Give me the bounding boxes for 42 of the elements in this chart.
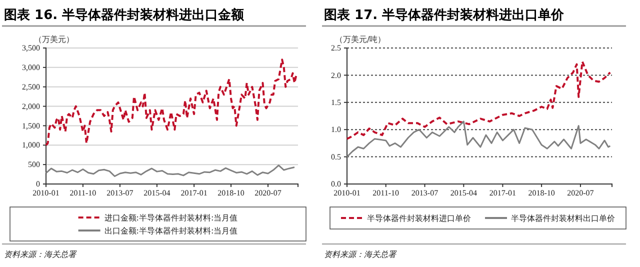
- y-tick-label: 1,500: [22, 121, 40, 130]
- x-tick-label: 2010-01: [334, 188, 360, 198]
- y-axis-title: （万美元/吨）: [335, 35, 386, 44]
- y-tick-label: 0: [36, 180, 40, 189]
- x-tick-label: 2018-10: [218, 188, 244, 198]
- legend-label: 半导体器件封装材料出口单价: [511, 214, 615, 223]
- y-tick-label: 2.0: [331, 70, 341, 80]
- y-tick-label: 3,500: [22, 44, 40, 53]
- y-tick-label: 3,000: [22, 62, 40, 72]
- y-tick-label: 1.0: [331, 125, 341, 134]
- x-tick-label: 2018-10: [528, 188, 555, 198]
- text: 资料来源：海关总署: [4, 250, 77, 259]
- x-tick-label: 2013-07: [411, 188, 438, 198]
- y-tick-label: 2,500: [22, 82, 40, 92]
- text: 资料来源：海关总署: [324, 250, 397, 259]
- y-tick-label: 0.0: [331, 180, 341, 189]
- line-series: [45, 164, 296, 177]
- x-tick-label: 2017-01: [489, 188, 516, 198]
- x-tick-label: 2020-07: [254, 188, 282, 198]
- x-tick-label: 2015-04: [144, 188, 170, 198]
- x-tick-label: 2013-07: [106, 188, 134, 198]
- x-tick-label: 2017-01: [180, 188, 208, 198]
- x-tick-label: 2015-04: [450, 188, 478, 198]
- x-tick-label: 2010-01: [32, 188, 60, 198]
- y-tick-label: 0.5: [331, 152, 341, 162]
- y-tick-label: 1.5: [331, 98, 341, 107]
- legend-label: 半导体器件封装材料进口单价: [367, 214, 471, 223]
- y-tick-label: 500: [28, 160, 40, 170]
- chart-title: 图表 17. 半导体器件封装材料进出口单价: [324, 7, 566, 23]
- line-series: [346, 120, 611, 158]
- line-series: [45, 58, 298, 146]
- y-tick-label: 2,000: [22, 102, 40, 111]
- x-tick-label: 2020-07: [567, 188, 594, 198]
- chart-title: 图表 16. 半导体器件封装材料进出口金额: [4, 7, 246, 23]
- legend-label: 进口金额:半导体器件封装材料:当月值: [104, 214, 238, 222]
- legend-label: 出口金额:半导体器件封装材料:当月值: [104, 226, 238, 236]
- y-axis-title: （万美元）: [34, 35, 74, 44]
- line-series: [346, 60, 612, 140]
- y-tick-label: 2.5: [331, 44, 341, 53]
- x-tick-label: 2011-10: [70, 188, 96, 198]
- x-tick-label: 2011-10: [372, 188, 400, 198]
- y-tick-label: 1,000: [22, 140, 40, 150]
